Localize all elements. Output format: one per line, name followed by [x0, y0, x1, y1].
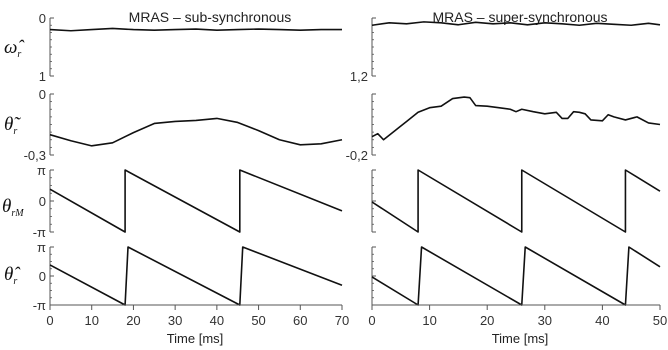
x-tick-label: 50: [251, 313, 265, 328]
x-tick-label: 0: [368, 313, 375, 328]
x-tick-label: 0: [46, 313, 53, 328]
ylabel-sub: rM: [11, 208, 24, 219]
x-tick-label: 40: [210, 313, 224, 328]
panels: 010-0,3π0-ππ0-π0 10 20 30 40 50 60 701,2-0,20 10…: [24, 11, 668, 328]
ylabel-row-0: ω̂r: [4, 37, 25, 60]
y-tick-label: -π: [33, 298, 46, 313]
ylabel-row-2: θrM: [2, 196, 24, 219]
y-tick-label: 1: [39, 69, 46, 84]
y-tick-label: 0: [39, 194, 46, 209]
series-line: [371, 169, 661, 233]
y-tick-label: -0,3: [24, 148, 46, 163]
left-title: MRAS – sub-synchronous: [129, 9, 292, 25]
series-line: [49, 117, 343, 147]
x-tick-label: 50: [653, 313, 667, 328]
x-tick-label: 20: [480, 313, 494, 328]
svg-text:ω̂r: ω̂r: [4, 37, 25, 60]
series-line: [371, 96, 661, 141]
ylabel-sub: r: [13, 276, 17, 287]
series-line: [49, 246, 343, 306]
y-tick-label: -0,2: [346, 148, 368, 163]
series-line: [49, 169, 343, 233]
x-tick-label: 20: [126, 313, 140, 328]
x-tick-label: 10: [422, 313, 436, 328]
y-tick-label: 0: [39, 11, 46, 26]
y-tick-label: π: [37, 163, 46, 178]
ylabel-row-1: θ̃r: [4, 114, 21, 137]
svg-text:θ̂r: θ̂r: [4, 264, 21, 287]
svg-text:θrM: θrM: [2, 196, 24, 219]
right-title: MRAS – super-synchronous: [432, 9, 607, 25]
ylabel-text: θ: [2, 196, 11, 217]
svg-text:θ̃r: θ̃r: [4, 114, 21, 137]
x-tick-label: 70: [335, 313, 349, 328]
y-tick-label: 1,2: [350, 69, 368, 84]
series-line: [371, 21, 661, 27]
y-tick-label: 0: [39, 87, 46, 102]
y-tick-label: π: [37, 240, 46, 255]
y-tick-label: -π: [33, 225, 46, 240]
x-tick-label: 30: [538, 313, 552, 328]
x-tick-label: 10: [84, 313, 98, 328]
series-line: [49, 27, 342, 32]
y-tick-label: 0: [39, 269, 46, 284]
left-xlabel: Time [ms]: [167, 331, 224, 346]
right-xlabel: Time [ms]: [492, 331, 549, 346]
x-tick-label: 60: [293, 313, 307, 328]
x-tick-label: 40: [595, 313, 609, 328]
x-tick-label: 30: [168, 313, 182, 328]
ylabel-text: ω̂: [4, 37, 25, 58]
ylabel-row-3: θ̂r: [4, 264, 21, 287]
series-line: [371, 246, 661, 306]
ylabel-sub: r: [13, 126, 17, 137]
ylabel-sub: r: [17, 49, 21, 60]
